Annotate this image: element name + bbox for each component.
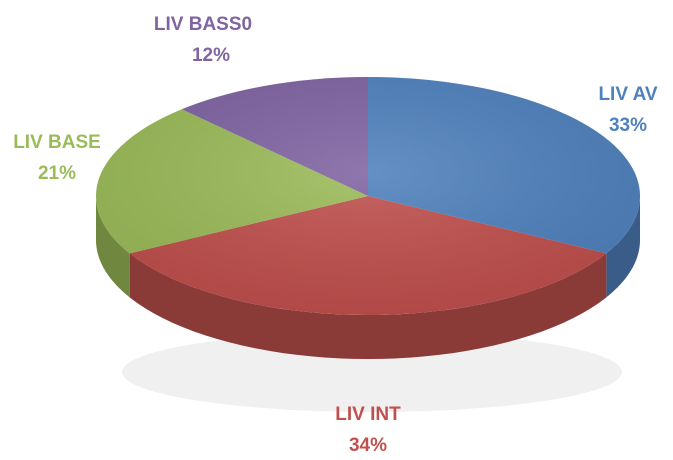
pie-side — [129, 253, 607, 359]
category-label: LIV INT — [335, 404, 401, 425]
pie-side — [96, 196, 130, 298]
value-label: 12% — [192, 45, 230, 66]
shadow — [122, 332, 622, 412]
category-label: LIV BASE — [13, 132, 101, 153]
value-label: 21% — [38, 163, 76, 184]
category-label: LIV BASS0 — [154, 14, 252, 35]
pie-sheen — [96, 77, 640, 315]
value-label: 33% — [609, 115, 647, 136]
category-label: LIV AV — [598, 84, 657, 105]
pie-side — [606, 196, 640, 298]
value-label: 34% — [349, 435, 387, 456]
